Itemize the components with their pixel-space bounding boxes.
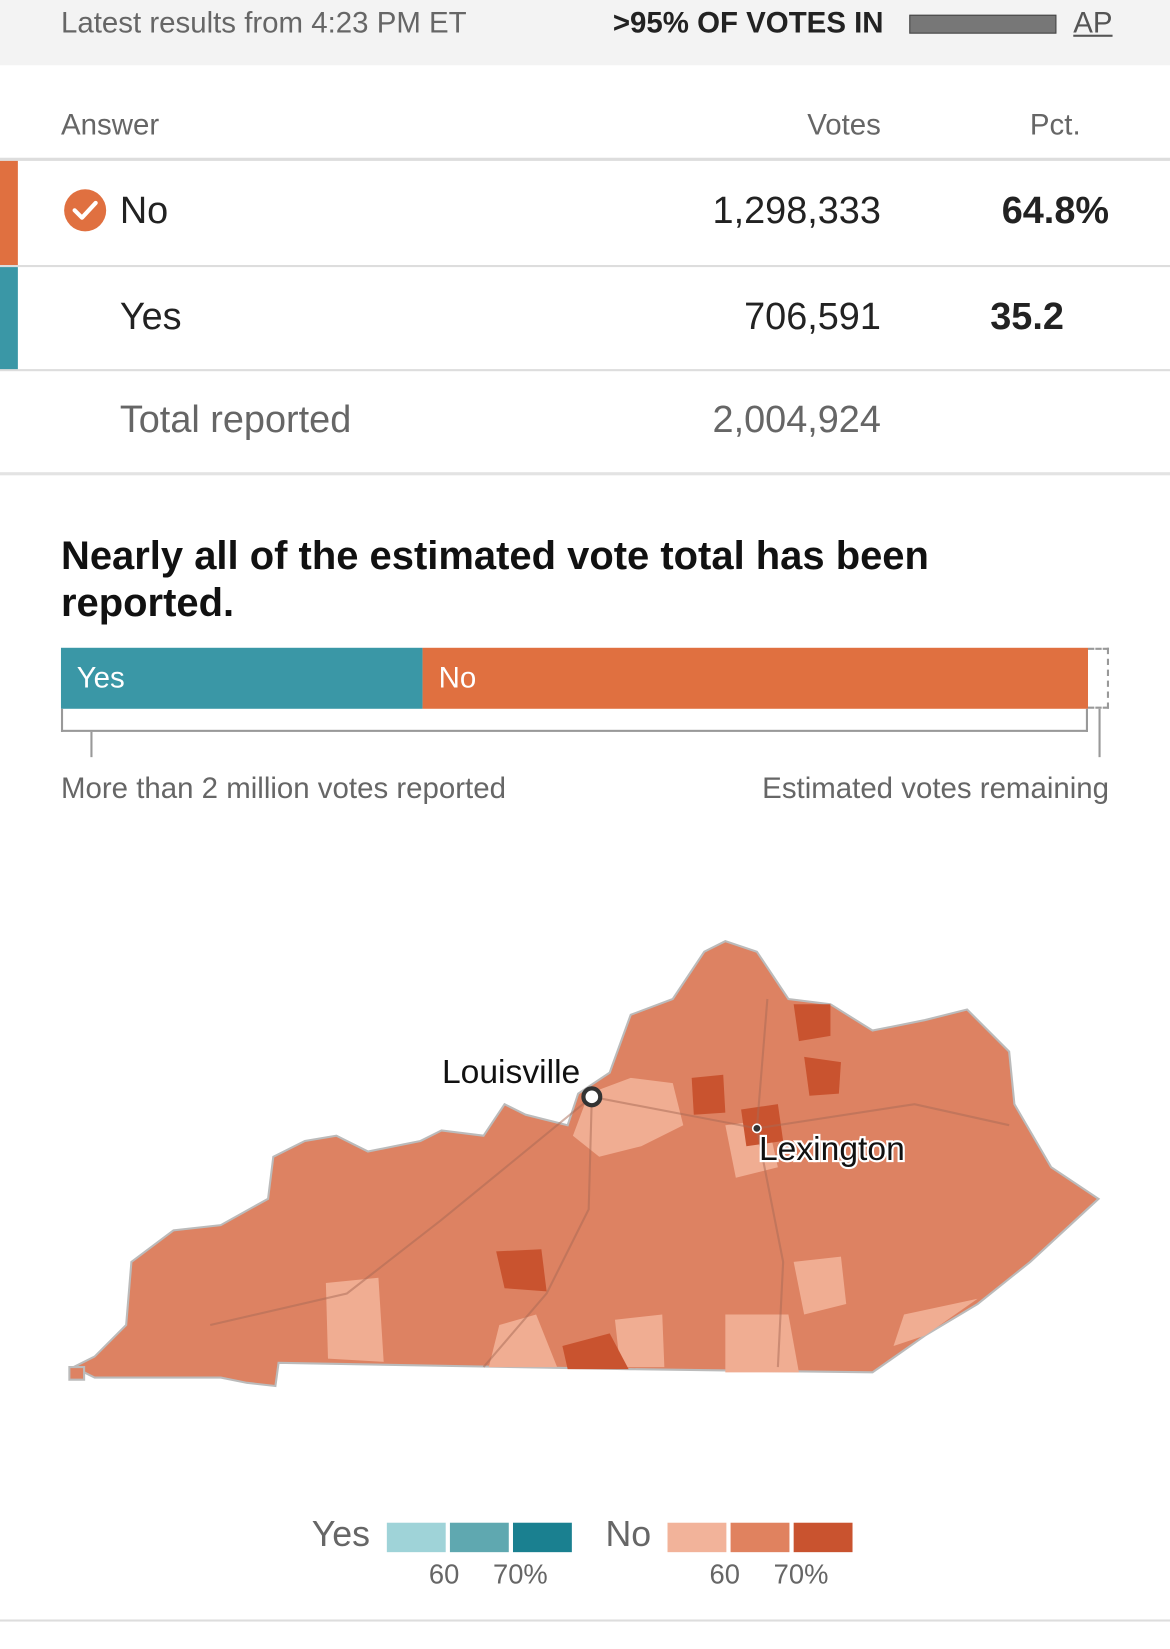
- city-label: Louisville: [442, 1054, 580, 1091]
- roads: [210, 998, 1010, 1368]
- county-map: Louisville Lexington: [68, 940, 1101, 1388]
- percent: 64.8%: [1001, 188, 1110, 232]
- legend-tick: 70%: [493, 1558, 548, 1591]
- city-marker: [751, 1123, 762, 1134]
- total-label: Total reported: [119, 397, 352, 441]
- legend-group: Yes: [311, 1514, 371, 1555]
- legend-swatch: [449, 1522, 509, 1553]
- city-label: Lexington: [759, 1131, 905, 1168]
- pointer: [1098, 708, 1101, 758]
- legend-swatch: [386, 1522, 446, 1553]
- reporting-status: >95% OF VOTES IN: [612, 6, 884, 39]
- color-strip: [0, 267, 18, 371]
- county-shading: [68, 1004, 978, 1381]
- pointer: [90, 731, 93, 758]
- column-header: Answer: [60, 108, 160, 141]
- color-strip: [0, 160, 18, 266]
- divider: [0, 1619, 1170, 1622]
- city-marker: [581, 1086, 603, 1108]
- divider: [0, 157, 1170, 161]
- legend-swatch: [793, 1522, 853, 1553]
- reported-label: More than 2 million votes reported: [60, 771, 506, 805]
- estimate-title: Nearly all of the estimated vote total h…: [60, 534, 929, 626]
- divider: [0, 472, 1170, 476]
- bar-segment: Yes: [60, 647, 423, 709]
- legend-swatch: [512, 1522, 572, 1553]
- legend-swatch: [730, 1522, 790, 1553]
- bar-segment: No: [422, 647, 1088, 709]
- percent: 35.2: [990, 294, 1064, 338]
- legend-tick: 60: [709, 1558, 740, 1591]
- answer: Yes: [119, 294, 182, 338]
- legend-swatch: [667, 1522, 727, 1553]
- winner-check: [64, 189, 107, 232]
- estimate-bar: Yes No: [60, 647, 1088, 709]
- votes: 706,591: [744, 294, 881, 338]
- updated-time: Latest results from 4:23 PM ET: [60, 6, 467, 39]
- reporting-bar: [909, 14, 1057, 34]
- column-header: Votes: [807, 108, 881, 141]
- answer: No: [119, 188, 169, 232]
- divider: [0, 369, 1170, 372]
- remaining-box: [1087, 647, 1110, 709]
- legend-tick: 60: [428, 1558, 460, 1591]
- total-votes: 2,004,924: [712, 397, 881, 441]
- divider: [0, 265, 1170, 268]
- remaining-label: Estimated votes remaining: [762, 771, 1110, 805]
- source-link[interactable]: AP: [1073, 6, 1113, 39]
- legend-tick: 70%: [773, 1558, 829, 1591]
- reported-outline: [60, 708, 1088, 732]
- column-header: Pct.: [1029, 108, 1081, 141]
- votes: 1,298,333: [712, 188, 881, 232]
- legend-group: No: [605, 1514, 652, 1555]
